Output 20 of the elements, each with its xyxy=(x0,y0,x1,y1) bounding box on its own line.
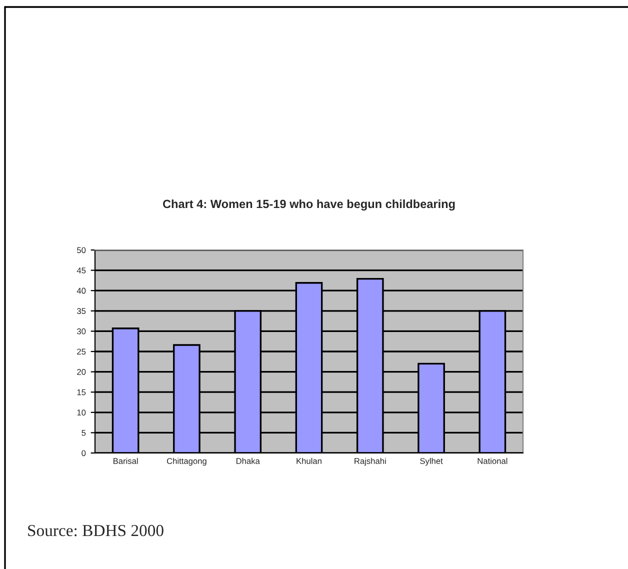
x-tick-label: Chittagong xyxy=(166,458,206,466)
x-tick-label: Rajshahi xyxy=(354,458,386,466)
x-tick-label: Khulan xyxy=(296,458,322,464)
x-tick-label: Sylhet xyxy=(420,458,443,466)
y-tick-label: 10 xyxy=(77,410,86,416)
y-tick-label: 0 xyxy=(82,450,86,456)
x-tick-label: Barisal xyxy=(114,458,138,464)
y-tick-label: 50 xyxy=(77,247,86,254)
y-tick-label: 30 xyxy=(77,328,86,334)
chart-title: Chart 4: Women 15-19 who have begun childbearing xyxy=(162,199,455,211)
y-tick-label: 15 xyxy=(77,389,86,396)
y-tick-label: 20 xyxy=(77,369,86,375)
y-tick-label: 25 xyxy=(77,348,86,355)
source-note: Source: BDHS 2000 xyxy=(28,524,164,536)
y-tick-label: 40 xyxy=(76,288,86,294)
x-tick-label: National xyxy=(478,458,508,464)
y-tick-label: 35 xyxy=(77,308,86,314)
y-tick-label: 45 xyxy=(76,268,86,274)
y-tick-label: 5 xyxy=(82,430,86,436)
x-tick-label: Dhaka xyxy=(236,458,260,464)
